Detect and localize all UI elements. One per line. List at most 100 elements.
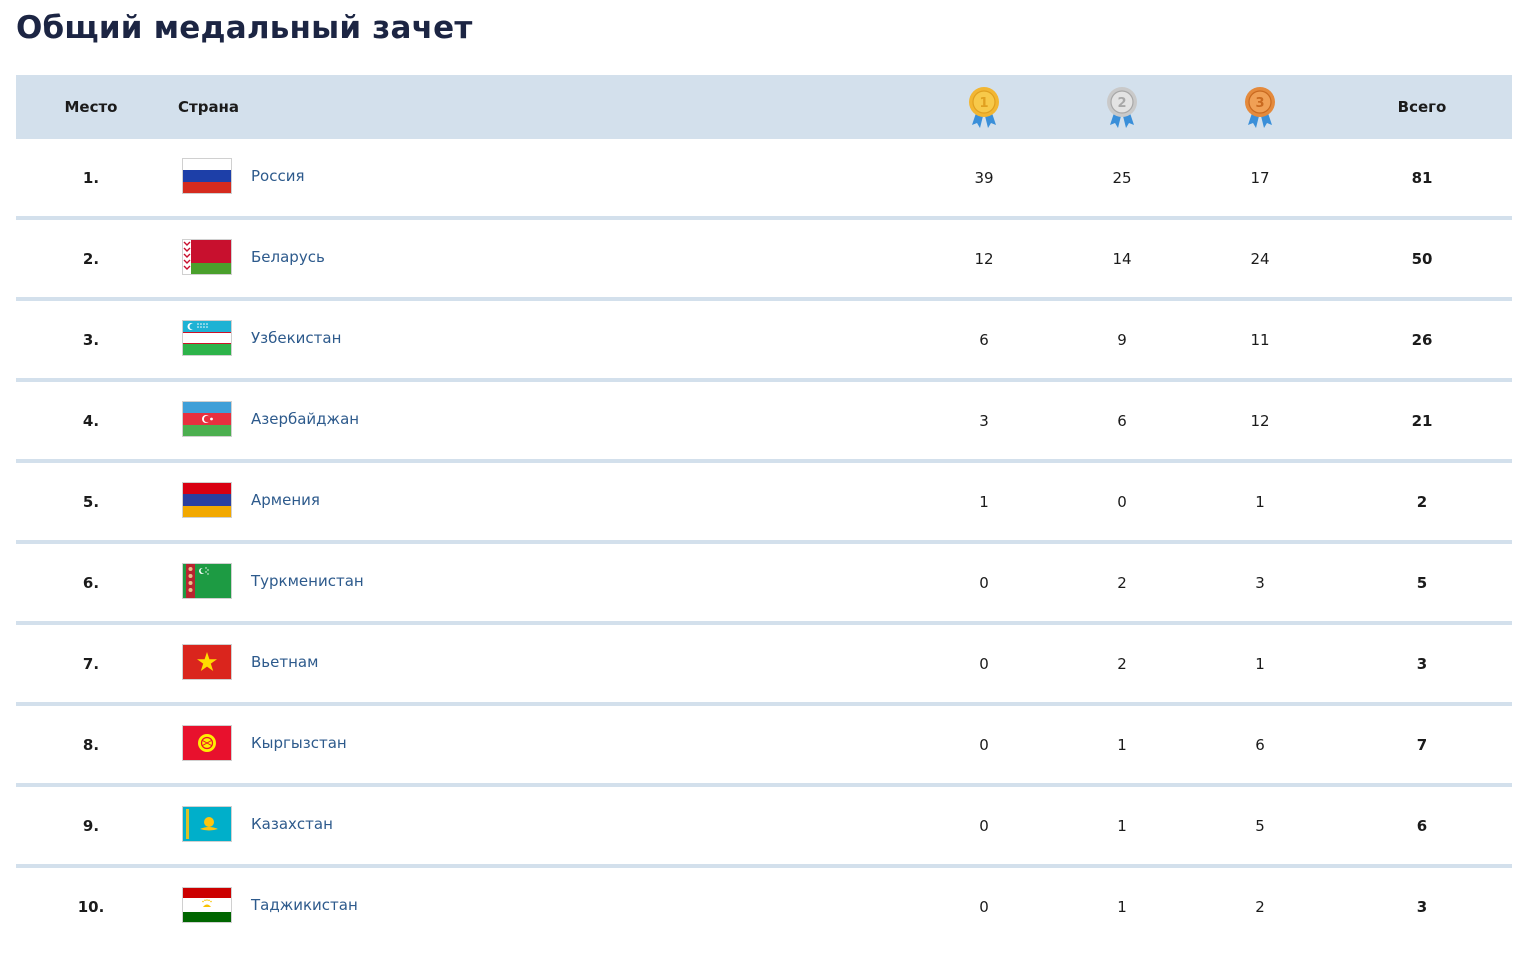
turkmenistan-flag-icon [182,563,232,599]
bronze-count: 2 [1255,897,1265,916]
silver-count: 1 [1117,816,1127,835]
bronze-count: 3 [1255,573,1265,592]
silver-count: 14 [1112,249,1132,268]
country-cell: Кыргызстан [179,706,879,783]
country-cell: Азербайджан [179,382,879,459]
medal-table: Место Страна 1 2 [16,75,1512,945]
country-cell: Узбекистан [179,301,879,378]
country-link[interactable]: Кыргызстан [251,733,347,752]
country-cell: Вьетнам [179,625,879,702]
place: 8. [82,735,100,754]
table-row: 10. Таджикистан 0 1 2 3 [16,868,1512,945]
table-row: 9. Казахстан 0 1 5 6 [16,787,1512,868]
total-count: 21 [1411,411,1433,430]
gold-count: 3 [979,411,989,430]
place: 2. [82,249,100,268]
azerbaijan-flag-icon [182,401,232,437]
silver-count: 6 [1117,411,1127,430]
bronze-count: 6 [1255,735,1265,754]
country-link[interactable]: Казахстан [251,814,333,833]
bronze-count: 17 [1250,168,1270,187]
country-cell: Армения [179,463,879,540]
svg-text:3: 3 [1255,96,1264,111]
place: 1. [82,168,100,187]
table-row: 4. Азербайджан 3 6 12 21 [16,382,1512,463]
table-row: 2. Беларусь 12 14 24 50 [16,220,1512,301]
place: 9. [82,816,100,835]
header-country: Страна [178,98,240,116]
place: 4. [82,411,100,430]
silver-count: 1 [1117,897,1127,916]
place: 6. [82,573,100,592]
gold-count: 0 [979,654,989,673]
country-cell: Туркменистан [179,544,879,621]
gold-count: 0 [979,816,989,835]
country-link[interactable]: Туркменистан [251,571,364,590]
bronze-count: 24 [1250,249,1270,268]
gold-count: 1 [979,492,989,511]
bronze-count: 11 [1250,330,1270,349]
uzbekistan-flag-icon [182,320,232,356]
total-count: 5 [1416,573,1428,592]
gold-count: 0 [979,573,989,592]
gold-count: 12 [974,249,994,268]
country-cell: Беларусь [179,220,879,297]
place: 10. [77,897,105,916]
country-link[interactable]: Россия [251,166,305,185]
total-count: 7 [1416,735,1428,754]
tajikistan-flag-icon [182,887,232,923]
gold-count: 39 [974,168,994,187]
header-place: Место [64,98,118,116]
table-row: 1. Россия 39 25 17 81 [16,139,1512,220]
svg-text:1: 1 [979,96,988,111]
silver-medal-icon: 2 [1052,75,1192,139]
table-row: 6. Туркменистан 0 2 3 5 [16,544,1512,625]
total-count: 50 [1411,249,1433,268]
total-count: 3 [1416,654,1428,673]
country-link[interactable]: Азербайджан [251,409,360,428]
total-count: 3 [1416,897,1428,916]
country-link[interactable]: Армения [251,490,320,509]
silver-count: 9 [1117,330,1127,349]
gold-count: 0 [979,897,989,916]
table-row: 7. Вьетнам 0 2 1 3 [16,625,1512,706]
russia-flag-icon [182,158,232,194]
kazakhstan-flag-icon [182,806,232,842]
gold-count: 0 [979,735,989,754]
place: 3. [82,330,100,349]
vietnam-flag-icon [182,644,232,680]
country-link[interactable]: Вьетнам [251,652,319,671]
country-cell: Казахстан [179,787,879,864]
table-row: 5. Армения 1 0 1 2 [16,463,1512,544]
svg-text:2: 2 [1117,96,1126,111]
silver-count: 0 [1117,492,1127,511]
total-count: 2 [1416,492,1428,511]
bronze-count: 12 [1250,411,1270,430]
bronze-count: 1 [1255,492,1265,511]
country-link[interactable]: Узбекистан [251,328,342,347]
total-count: 26 [1411,330,1433,349]
place: 5. [82,492,100,511]
table-row: 8. Кыргызстан 0 1 6 7 [16,706,1512,787]
page-title: Общий медальный зачет [16,10,473,46]
total-count: 6 [1416,816,1428,835]
table-row: 3. Узбекистан 6 9 11 26 [16,301,1512,382]
bronze-count: 5 [1255,816,1265,835]
silver-count: 2 [1117,573,1127,592]
silver-count: 25 [1112,168,1132,187]
country-cell: Россия [179,139,879,216]
belarus-flag-icon [182,239,232,275]
total-count: 81 [1411,168,1433,187]
bronze-medal-icon: 3 [1190,75,1330,139]
gold-medal-icon: 1 [914,75,1054,139]
kyrgyzstan-flag-icon [182,725,232,761]
table-header: Место Страна 1 2 [16,75,1512,139]
silver-count: 2 [1117,654,1127,673]
gold-count: 6 [979,330,989,349]
country-link[interactable]: Беларусь [251,247,325,266]
header-total: Всего [1397,98,1447,116]
armenia-flag-icon [182,482,232,518]
country-link[interactable]: Таджикистан [251,895,358,914]
silver-count: 1 [1117,735,1127,754]
place: 7. [82,654,100,673]
